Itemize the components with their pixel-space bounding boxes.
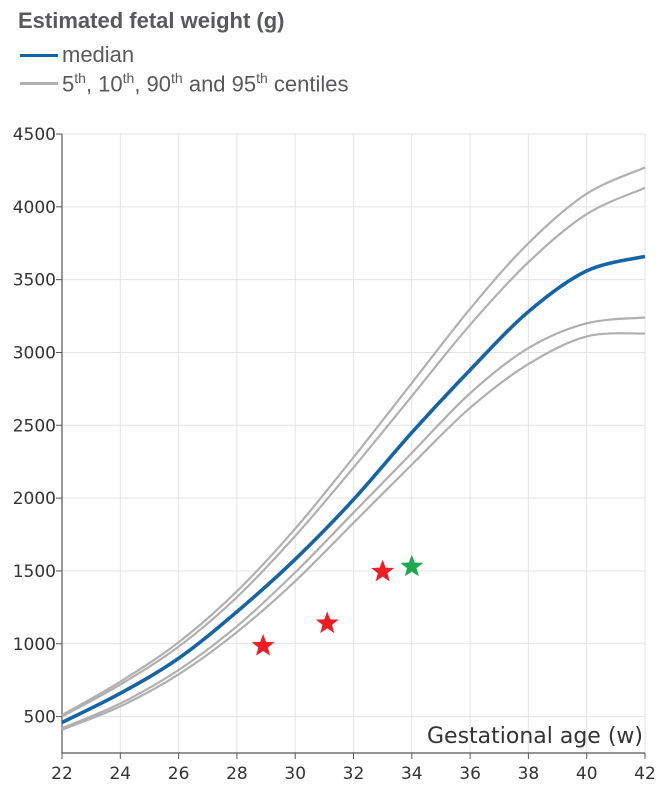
y-tick-label: 2500 bbox=[13, 416, 56, 436]
y-tick-label: 2000 bbox=[13, 489, 56, 509]
data-point-star-1 bbox=[315, 611, 339, 634]
data-points bbox=[251, 554, 424, 656]
legend-label-centiles: 5th, 10th, 90th and 95th centiles bbox=[62, 70, 349, 97]
series-lines bbox=[61, 166, 646, 731]
y-tick-label: 4000 bbox=[13, 198, 56, 218]
series-line-centile-0 bbox=[61, 332, 646, 731]
series-line-centile-1 bbox=[61, 316, 646, 730]
x-tick-label: 32 bbox=[343, 764, 365, 784]
axes bbox=[56, 133, 646, 759]
series-line-median bbox=[61, 254, 646, 725]
x-tick-label: 24 bbox=[109, 764, 131, 784]
series-line-centile-3 bbox=[61, 166, 646, 717]
x-tick-label: 22 bbox=[51, 764, 73, 784]
chart-title: Estimated fetal weight (g) bbox=[18, 8, 285, 33]
x-tick-label: 42 bbox=[634, 764, 656, 784]
series-line-centile-2 bbox=[61, 186, 646, 718]
legend-swatch-centiles bbox=[20, 82, 58, 86]
grid-lines bbox=[61, 133, 646, 753]
data-point-star-3 bbox=[400, 554, 424, 577]
legend-item-median: median bbox=[20, 42, 134, 68]
y-tick-label: 500 bbox=[24, 708, 56, 728]
y-tick-label: 3500 bbox=[13, 271, 56, 291]
legend-label-median: median bbox=[62, 42, 135, 67]
y-tick-label: 3000 bbox=[13, 343, 56, 363]
x-tick-label: 40 bbox=[576, 764, 598, 784]
x-tick-label: 28 bbox=[226, 764, 248, 784]
x-tick-label: 38 bbox=[518, 764, 540, 784]
x-tick-label: 34 bbox=[401, 764, 423, 784]
legend-item-centiles: 5th, 10th, 90th and 95th centiles bbox=[20, 70, 349, 97]
x-axis-label: Gestational age (w) bbox=[427, 724, 643, 749]
y-tick-label: 1500 bbox=[13, 562, 56, 582]
data-point-star-2 bbox=[371, 559, 395, 582]
y-tick-label: 1000 bbox=[13, 635, 56, 655]
tick-labels: 22 24 26 28 30 32 34 36 38 40 42 500 1000 1500 2000 250… bbox=[13, 125, 656, 784]
x-tick-label: 26 bbox=[168, 764, 190, 784]
y-tick-label: 4500 bbox=[13, 125, 56, 145]
data-point-star-0 bbox=[251, 633, 275, 656]
x-tick-label: 30 bbox=[284, 764, 306, 784]
legend-swatch-median bbox=[20, 53, 58, 57]
x-tick-label: 36 bbox=[459, 764, 481, 784]
